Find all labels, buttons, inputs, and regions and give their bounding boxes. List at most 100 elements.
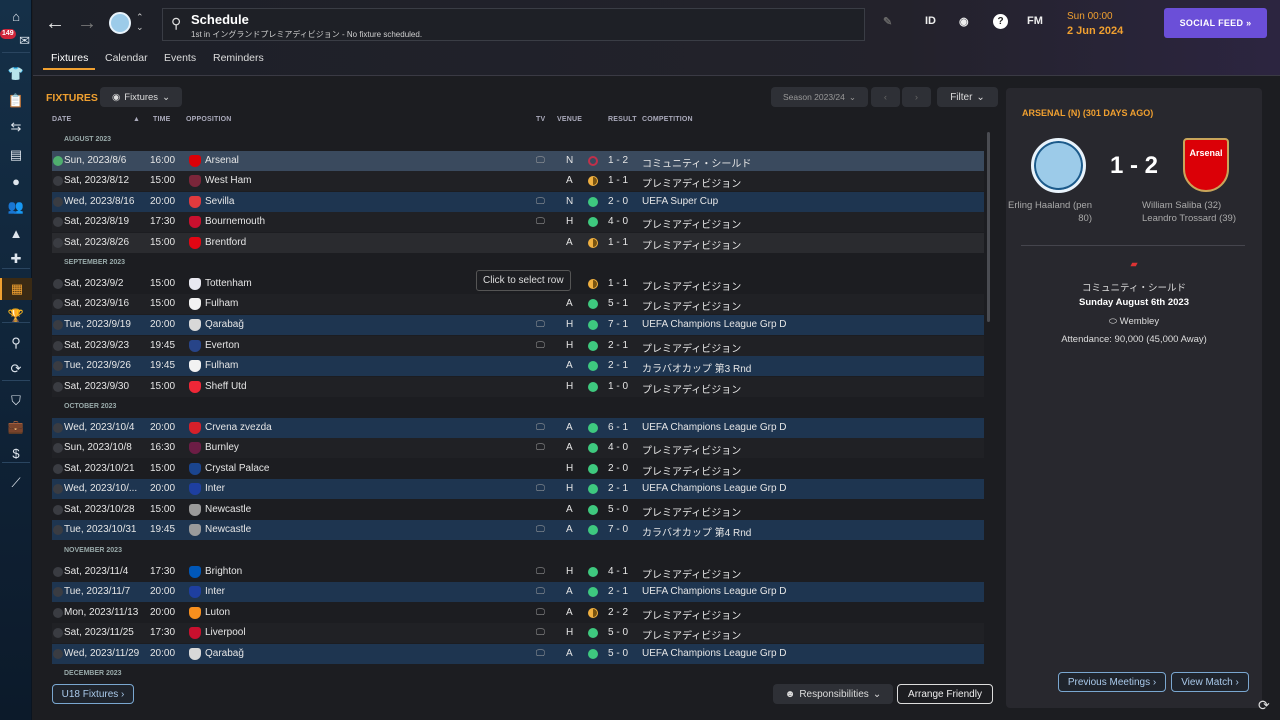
calendar-icon[interactable]: ▦ [0, 278, 32, 300]
filter-button[interactable]: Filter ⌄ [937, 87, 998, 107]
table-row[interactable]: Sat, 2023/9/2 15:00 Tottenham 1 - 1 プレミアディビジ… [52, 274, 984, 294]
shield-icon[interactable]: ⛉ [11, 393, 21, 408]
view-match-button[interactable]: View Match › [1171, 672, 1249, 692]
arrange-friendly-button[interactable]: Arrange Friendly [897, 684, 993, 704]
previous-season-button[interactable]: ‹ [871, 87, 900, 107]
row-checkbox[interactable] [53, 587, 63, 598]
row-checkbox[interactable] [53, 607, 63, 618]
id-button[interactable]: ID [925, 15, 936, 27]
row-checkbox[interactable] [53, 278, 63, 289]
u18-fixtures-button[interactable]: U18 Fixtures › [52, 684, 134, 704]
social-feed-button[interactable]: SOCIAL FEED » [1164, 8, 1267, 38]
row-checkbox[interactable] [53, 422, 63, 433]
scrollbar[interactable] [987, 132, 990, 322]
table-row[interactable]: Tue, 2023/9/26 19:45 Fulham A 2 - 1 カラバオカップ 第… [52, 356, 984, 377]
table-row[interactable]: Sat, 2023/11/25 17:30 Liverpool 🖵 H 5 - 0 プレミア… [52, 623, 984, 644]
home-icon[interactable]: ⌂ [12, 8, 20, 24]
row-checkbox[interactable] [53, 648, 63, 659]
table-row[interactable]: Sat, 2023/8/26 15:00 Brentford A 1 - 1 プレミアディ… [52, 232, 984, 253]
training-cone-icon[interactable]: ▲ [9, 225, 23, 241]
col-date[interactable]: DATE [52, 116, 72, 123]
ball-icon[interactable]: ● [12, 173, 20, 189]
responsibilities-dropdown[interactable]: ☻ Responsibilities ⌄ [773, 684, 893, 704]
next-season-button[interactable]: › [902, 87, 931, 107]
squad-shirt-icon[interactable]: 👕 [7, 66, 25, 81]
col-opposition[interactable]: OPPOSITION [186, 116, 232, 123]
table-row[interactable]: Tue, 2023/10/31 19:45 Newcastle 🖵 A 7 - 0 カラバオ… [52, 520, 984, 541]
table-row[interactable]: Sun, 2023/8/6 16:00 Arsenal 🖵 N 1 - 2 コミュニティ・シ… [52, 150, 984, 171]
table-row[interactable]: Tue, 2023/11/7 20:00 Inter 🖵 A 2 - 1 UEFA Cham… [52, 582, 984, 603]
col-result[interactable]: RESULT [608, 116, 637, 123]
briefcase-icon[interactable]: 💼 [7, 419, 25, 434]
row-checkbox[interactable] [53, 504, 63, 515]
table-row[interactable]: Wed, 2023/10/4 20:00 Crvena zvezda 🖵 A 6 - 1 U… [52, 417, 984, 438]
sort-ascending-icon[interactable]: ▲ [133, 116, 141, 123]
table-row[interactable]: Sun, 2023/10/8 16:30 Burnley 🖵 A 4 - 0 プレミアディビ… [52, 438, 984, 459]
dossier-icon[interactable]: ▤ [9, 147, 23, 162]
club-switch-chevrons-icon[interactable]: ⌃ ⌄ [136, 12, 144, 32]
tab-fixtures[interactable]: Fixtures [51, 52, 89, 64]
away-team-crest[interactable]: Arsenal [1183, 138, 1229, 192]
table-row[interactable]: Sat, 2023/10/28 15:00 Newcastle A 5 - 0 プレミアデ… [52, 500, 984, 520]
tab-calendar[interactable]: Calendar [105, 52, 148, 64]
col-competition[interactable]: COMPETITION [642, 116, 693, 123]
globe-icon[interactable]: ◉ [959, 16, 969, 28]
edit-pencil-icon[interactable]: ✎ [883, 16, 893, 28]
clipboard-icon[interactable]: 📋 [7, 93, 25, 108]
col-tv[interactable]: TV [536, 116, 546, 123]
table-row[interactable]: Sat, 2023/8/12 15:00 West Ham A 1 - 1 プレミアディビ… [52, 171, 984, 192]
fm-menu-button[interactable]: FM [1027, 15, 1043, 27]
search-box[interactable]: ⚲ Schedule 1st in イングランドプレミアディビジョン - No … [162, 8, 865, 41]
row-checkbox[interactable] [53, 340, 63, 351]
inbox-icon[interactable]: ✉ [19, 33, 30, 48]
table-row[interactable]: Sat, 2023/9/16 15:00 Fulham A 5 - 1 プレミアディビジョ… [52, 294, 984, 315]
refresh-icon[interactable]: ⟳ [1258, 697, 1270, 713]
tab-reminders[interactable]: Reminders [213, 52, 264, 64]
row-checkbox[interactable] [53, 463, 63, 474]
table-row[interactable]: Sat, 2023/10/21 15:00 Crystal Palace H 2 - 0… [52, 459, 984, 479]
table-row[interactable]: Sat, 2023/8/19 17:30 Bournemouth 🖵 H 4 - 0 プレミ… [52, 212, 984, 233]
col-venue[interactable]: VENUE [557, 116, 583, 123]
fixtures-view-dropdown[interactable]: ◉ Fixtures ⌄ [100, 87, 182, 107]
row-checkbox[interactable] [53, 155, 63, 166]
row-checkbox[interactable] [53, 196, 63, 207]
medical-icon[interactable]: ✚ [10, 251, 22, 266]
table-row[interactable]: Wed, 2023/8/16 20:00 Sevilla 🖵 N 2 - 0 UEFA Su… [52, 191, 984, 212]
forward-arrow-icon[interactable]: → [77, 12, 97, 34]
transfer-arrows-icon[interactable]: ⇆ [10, 119, 22, 134]
col-time[interactable]: TIME [153, 116, 171, 123]
row-checkbox[interactable] [53, 217, 63, 228]
row-checkbox[interactable] [53, 443, 63, 454]
table-row[interactable]: Mon, 2023/11/13 20:00 Luton 🖵 A 2 - 2 プレミアディビジ… [52, 603, 984, 623]
game-date[interactable]: Sun 00:00 2 Jun 2024 [1067, 10, 1123, 39]
previous-meetings-button[interactable]: Previous Meetings › [1058, 672, 1166, 692]
back-arrow-icon[interactable]: ← [45, 12, 65, 34]
row-checkbox[interactable] [53, 566, 63, 577]
table-row[interactable]: Wed, 2023/11/29 20:00 Qarabağ 🖵 A 5 - 0 UEFA C… [52, 643, 984, 664]
table-row[interactable]: Sat, 2023/9/23 19:45 Everton 🖵 H 2 - 1 プレミアディビ… [52, 335, 984, 356]
row-checkbox[interactable] [53, 237, 63, 248]
row-checkbox[interactable] [53, 319, 63, 330]
season-dropdown[interactable]: Season 2023/24 ⌄ [771, 87, 868, 107]
refresh-icon[interactable]: ⟳ [10, 361, 22, 376]
trophy-icon[interactable]: 🏆 [7, 308, 25, 323]
row-checkbox[interactable] [53, 361, 63, 372]
tab-events[interactable]: Events [164, 52, 197, 64]
home-team-crest[interactable] [1031, 138, 1086, 193]
table-row[interactable]: Tue, 2023/9/19 20:00 Qarabağ 🖵 H 7 - 1 UEFA Ch… [52, 314, 984, 335]
help-icon[interactable]: ? [993, 14, 1008, 29]
table-row[interactable]: Sat, 2023/9/30 15:00 Sheff Utd H 1 - 0 プレミアディ… [52, 376, 984, 397]
table-row[interactable]: Sat, 2023/11/4 17:30 Brighton 🖵 H 4 - 1 プレミアディ… [52, 562, 984, 582]
row-checkbox[interactable] [53, 484, 63, 495]
row-checkbox[interactable] [53, 299, 63, 310]
table-row[interactable]: Wed, 2023/10/... 20:00 Inter 🖵 H 2 - 1 UEFA Ch… [52, 479, 984, 500]
chart-icon[interactable]: ⟋ [11, 475, 21, 490]
row-checkbox[interactable] [53, 525, 63, 536]
club-badge[interactable] [109, 12, 131, 34]
search-icon[interactable]: ⚲ [11, 335, 21, 350]
row-checkbox[interactable] [53, 628, 63, 639]
money-icon[interactable]: $ [12, 445, 20, 461]
row-checkbox[interactable] [53, 176, 63, 187]
row-checkbox[interactable] [53, 381, 63, 392]
staff-icon[interactable]: 👥 [7, 199, 25, 214]
